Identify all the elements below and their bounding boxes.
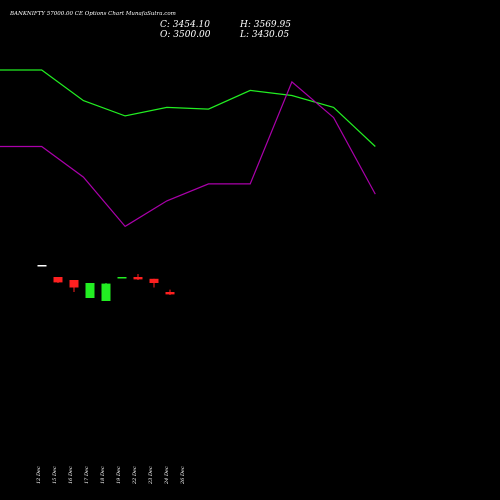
date-label: 17 Dec <box>84 466 90 484</box>
candles <box>37 265 175 301</box>
open-label: O: 3500.00 <box>160 30 211 40</box>
candle-body <box>85 283 95 298</box>
date-label: 18 Dec <box>100 466 106 484</box>
high-label: H: 3569.95 <box>239 20 291 30</box>
indicator-line-2 <box>0 80 376 228</box>
candle <box>133 274 143 280</box>
candle-body <box>53 277 63 283</box>
candle <box>149 278 159 288</box>
date-label: 24 Dec <box>164 466 170 485</box>
date-axis: 12 Dec 15 Dec 16 Dec 17 Dec 18 Dec 19 Dec 22 D… <box>36 466 186 485</box>
candle <box>69 280 79 292</box>
close-label: C: 3454.10 <box>160 20 210 30</box>
candle <box>165 289 175 295</box>
candle-body <box>133 277 143 280</box>
date-label: 22 Dec <box>132 466 138 485</box>
date-label: 15 Dec <box>52 466 58 484</box>
low-label: L: 3430.05 <box>239 30 289 40</box>
candle <box>101 283 111 301</box>
candle-body <box>149 278 159 283</box>
indicator-line-1 <box>0 69 376 147</box>
candle <box>85 283 95 298</box>
candle <box>117 277 127 279</box>
candle-body <box>117 277 127 279</box>
indicator-lines <box>0 69 376 228</box>
chart-title: BANKNIFTY 57000.00 CE Options Chart Muna… <box>9 11 176 17</box>
candle-body <box>101 283 111 301</box>
candle-body <box>69 280 79 288</box>
date-label: 26 Dec <box>180 466 186 485</box>
date-label: 12 Dec <box>36 466 42 484</box>
date-label: 23 Dec <box>148 466 154 485</box>
candle <box>53 277 63 283</box>
date-label: 16 Dec <box>68 466 74 484</box>
date-label: 19 Dec <box>116 466 122 484</box>
candle-body <box>165 292 175 295</box>
candle <box>37 265 47 267</box>
candle-body <box>37 265 47 267</box>
